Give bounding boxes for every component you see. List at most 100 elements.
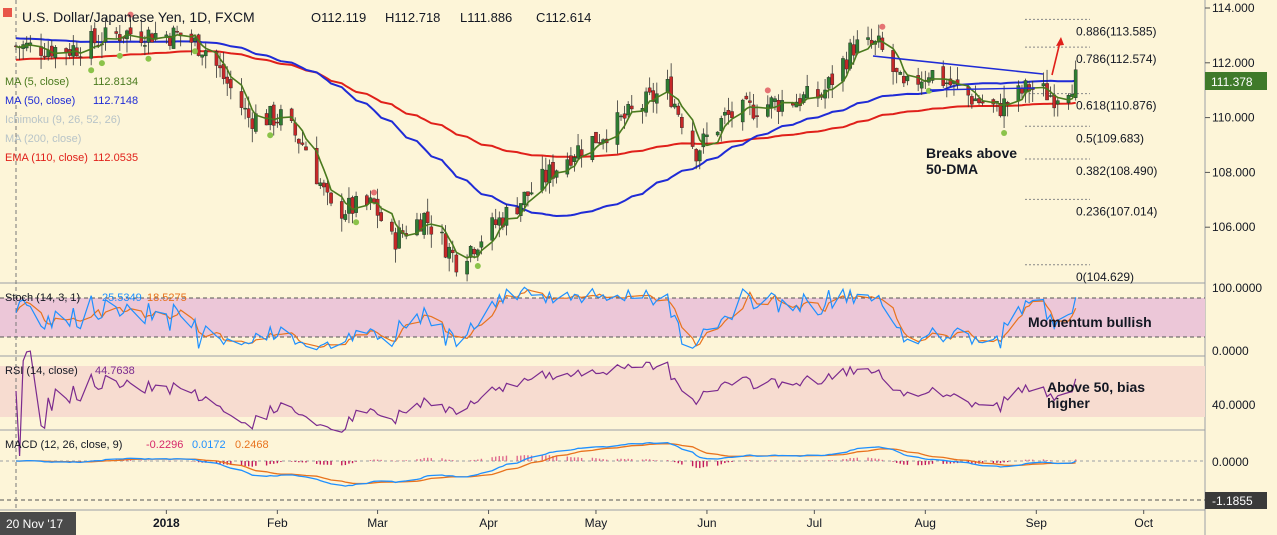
candle-body — [816, 89, 820, 99]
candle-body — [343, 214, 348, 220]
candle-body — [651, 90, 656, 102]
time-tick-label: Sep — [1026, 516, 1048, 530]
macd-hist-value: -0.2296 — [146, 439, 183, 451]
candle-body — [393, 232, 398, 250]
chart-title: U.S. Dollar/Japanese Yen, 1D, FXCM — [22, 9, 255, 25]
candle-body — [89, 31, 93, 59]
candle-body — [977, 98, 981, 104]
candle-body — [168, 35, 172, 46]
candle-body — [669, 76, 673, 107]
candle-body — [504, 206, 509, 226]
signal-dot — [879, 23, 886, 30]
candle-body — [841, 58, 845, 82]
candle-body — [250, 118, 255, 129]
candle-body — [597, 142, 602, 144]
candle-body — [268, 106, 272, 126]
candle-body — [42, 55, 47, 58]
candle-body — [647, 87, 652, 93]
symbol-icon[interactable] — [3, 8, 12, 17]
candle-body — [615, 112, 620, 145]
candle-body — [443, 233, 448, 258]
macd-signal-value: 0.2468 — [235, 439, 269, 451]
candle-body — [196, 34, 201, 56]
candle-body — [78, 56, 83, 58]
candle-body — [518, 203, 523, 216]
candle-body — [851, 44, 856, 56]
stoch-k-line — [15, 286, 1077, 351]
candle-body — [945, 82, 949, 85]
candle-body — [579, 149, 584, 156]
candle-body — [805, 86, 809, 99]
candle-body — [672, 103, 677, 108]
price-tick-label: 110.000 — [1212, 111, 1255, 125]
candle-body — [948, 78, 953, 86]
price-tick-label: 106.000 — [1212, 220, 1256, 234]
momentum-annotation: Momentum bullish — [1028, 314, 1152, 330]
time-tick-label: Oct — [1134, 516, 1153, 530]
candle-body — [300, 142, 305, 145]
indicator-value: 112.8134 — [93, 76, 138, 88]
time-axis: 2018 Feb Mar Apr May Jun Jul Aug Sep Oct — [153, 510, 1154, 530]
candle-body — [726, 110, 731, 115]
signal-dot — [925, 87, 932, 94]
candle-body — [980, 101, 985, 104]
candle-body — [744, 95, 749, 100]
candle-body — [425, 211, 430, 223]
time-tick-label: Feb — [267, 516, 288, 530]
time-tick-label: Aug — [915, 516, 936, 530]
candle-body — [572, 157, 577, 162]
time-tick-label: Mar — [367, 516, 388, 530]
candle-body — [1023, 80, 1028, 93]
ema-110-layer — [15, 49, 1076, 158]
breakout-annotation-line2: 50-DMA — [926, 161, 978, 177]
candle-body — [576, 145, 580, 159]
candle-body — [515, 207, 519, 215]
rsi-band — [0, 366, 1205, 417]
candle-body — [898, 72, 903, 75]
time-tick-label: Jul — [807, 516, 822, 530]
candle-body — [998, 103, 1003, 117]
candle-body — [454, 254, 459, 273]
candle-body — [1005, 102, 1010, 105]
candle-body — [114, 31, 119, 34]
candle-body — [522, 191, 527, 206]
stoch-axis-top: 100.0000 — [1212, 281, 1262, 295]
candle-body — [465, 260, 469, 275]
signal-dot — [116, 52, 123, 59]
candle-body — [705, 134, 709, 137]
candle-body — [880, 37, 885, 50]
ma-5-line — [15, 33, 1077, 260]
macd-value: 0.0172 — [192, 439, 226, 451]
candle-body — [751, 104, 756, 119]
candle-body — [354, 195, 358, 213]
candle-body — [271, 104, 276, 126]
candle-body — [339, 201, 344, 219]
signal-dot — [127, 11, 134, 18]
fib-label: 0.886(113.585) — [1076, 24, 1157, 38]
candle-body — [916, 75, 920, 85]
candle-body — [1055, 100, 1060, 105]
signal-dot — [353, 219, 360, 226]
candle-body — [919, 81, 924, 89]
fib-label: 0.382(108.490) — [1076, 164, 1157, 178]
candle-body — [676, 105, 681, 115]
fib-label: 0.786(112.574) — [1076, 52, 1157, 66]
candle-body — [894, 67, 899, 73]
indicator-label: MA (5, close) — [5, 76, 69, 88]
rsi-axis-40: 40.0000 — [1212, 398, 1256, 412]
candle-body — [629, 105, 634, 110]
candle-body — [468, 246, 473, 258]
candle-body — [450, 249, 455, 254]
candle-body — [1045, 83, 1049, 101]
candle-body — [830, 73, 835, 85]
candle-body — [626, 104, 630, 116]
candle-body — [644, 91, 648, 113]
candle-body — [472, 248, 477, 255]
signal-dot — [267, 132, 274, 139]
indicator-legend: MA (5, close) 112.8134 MA (50, close) 112.7… — [5, 76, 138, 164]
current-date-box — [0, 512, 76, 535]
fib-label: 0.618(110.876) — [1076, 99, 1157, 113]
candle-body — [103, 27, 108, 43]
candle-body — [855, 39, 860, 54]
indicator-value: 112.7148 — [93, 95, 138, 107]
